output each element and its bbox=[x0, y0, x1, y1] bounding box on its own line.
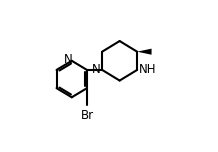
Text: Br: Br bbox=[80, 109, 94, 122]
Text: NH: NH bbox=[139, 63, 157, 76]
Polygon shape bbox=[137, 49, 152, 55]
Text: N: N bbox=[64, 53, 73, 66]
Text: N: N bbox=[92, 63, 100, 76]
